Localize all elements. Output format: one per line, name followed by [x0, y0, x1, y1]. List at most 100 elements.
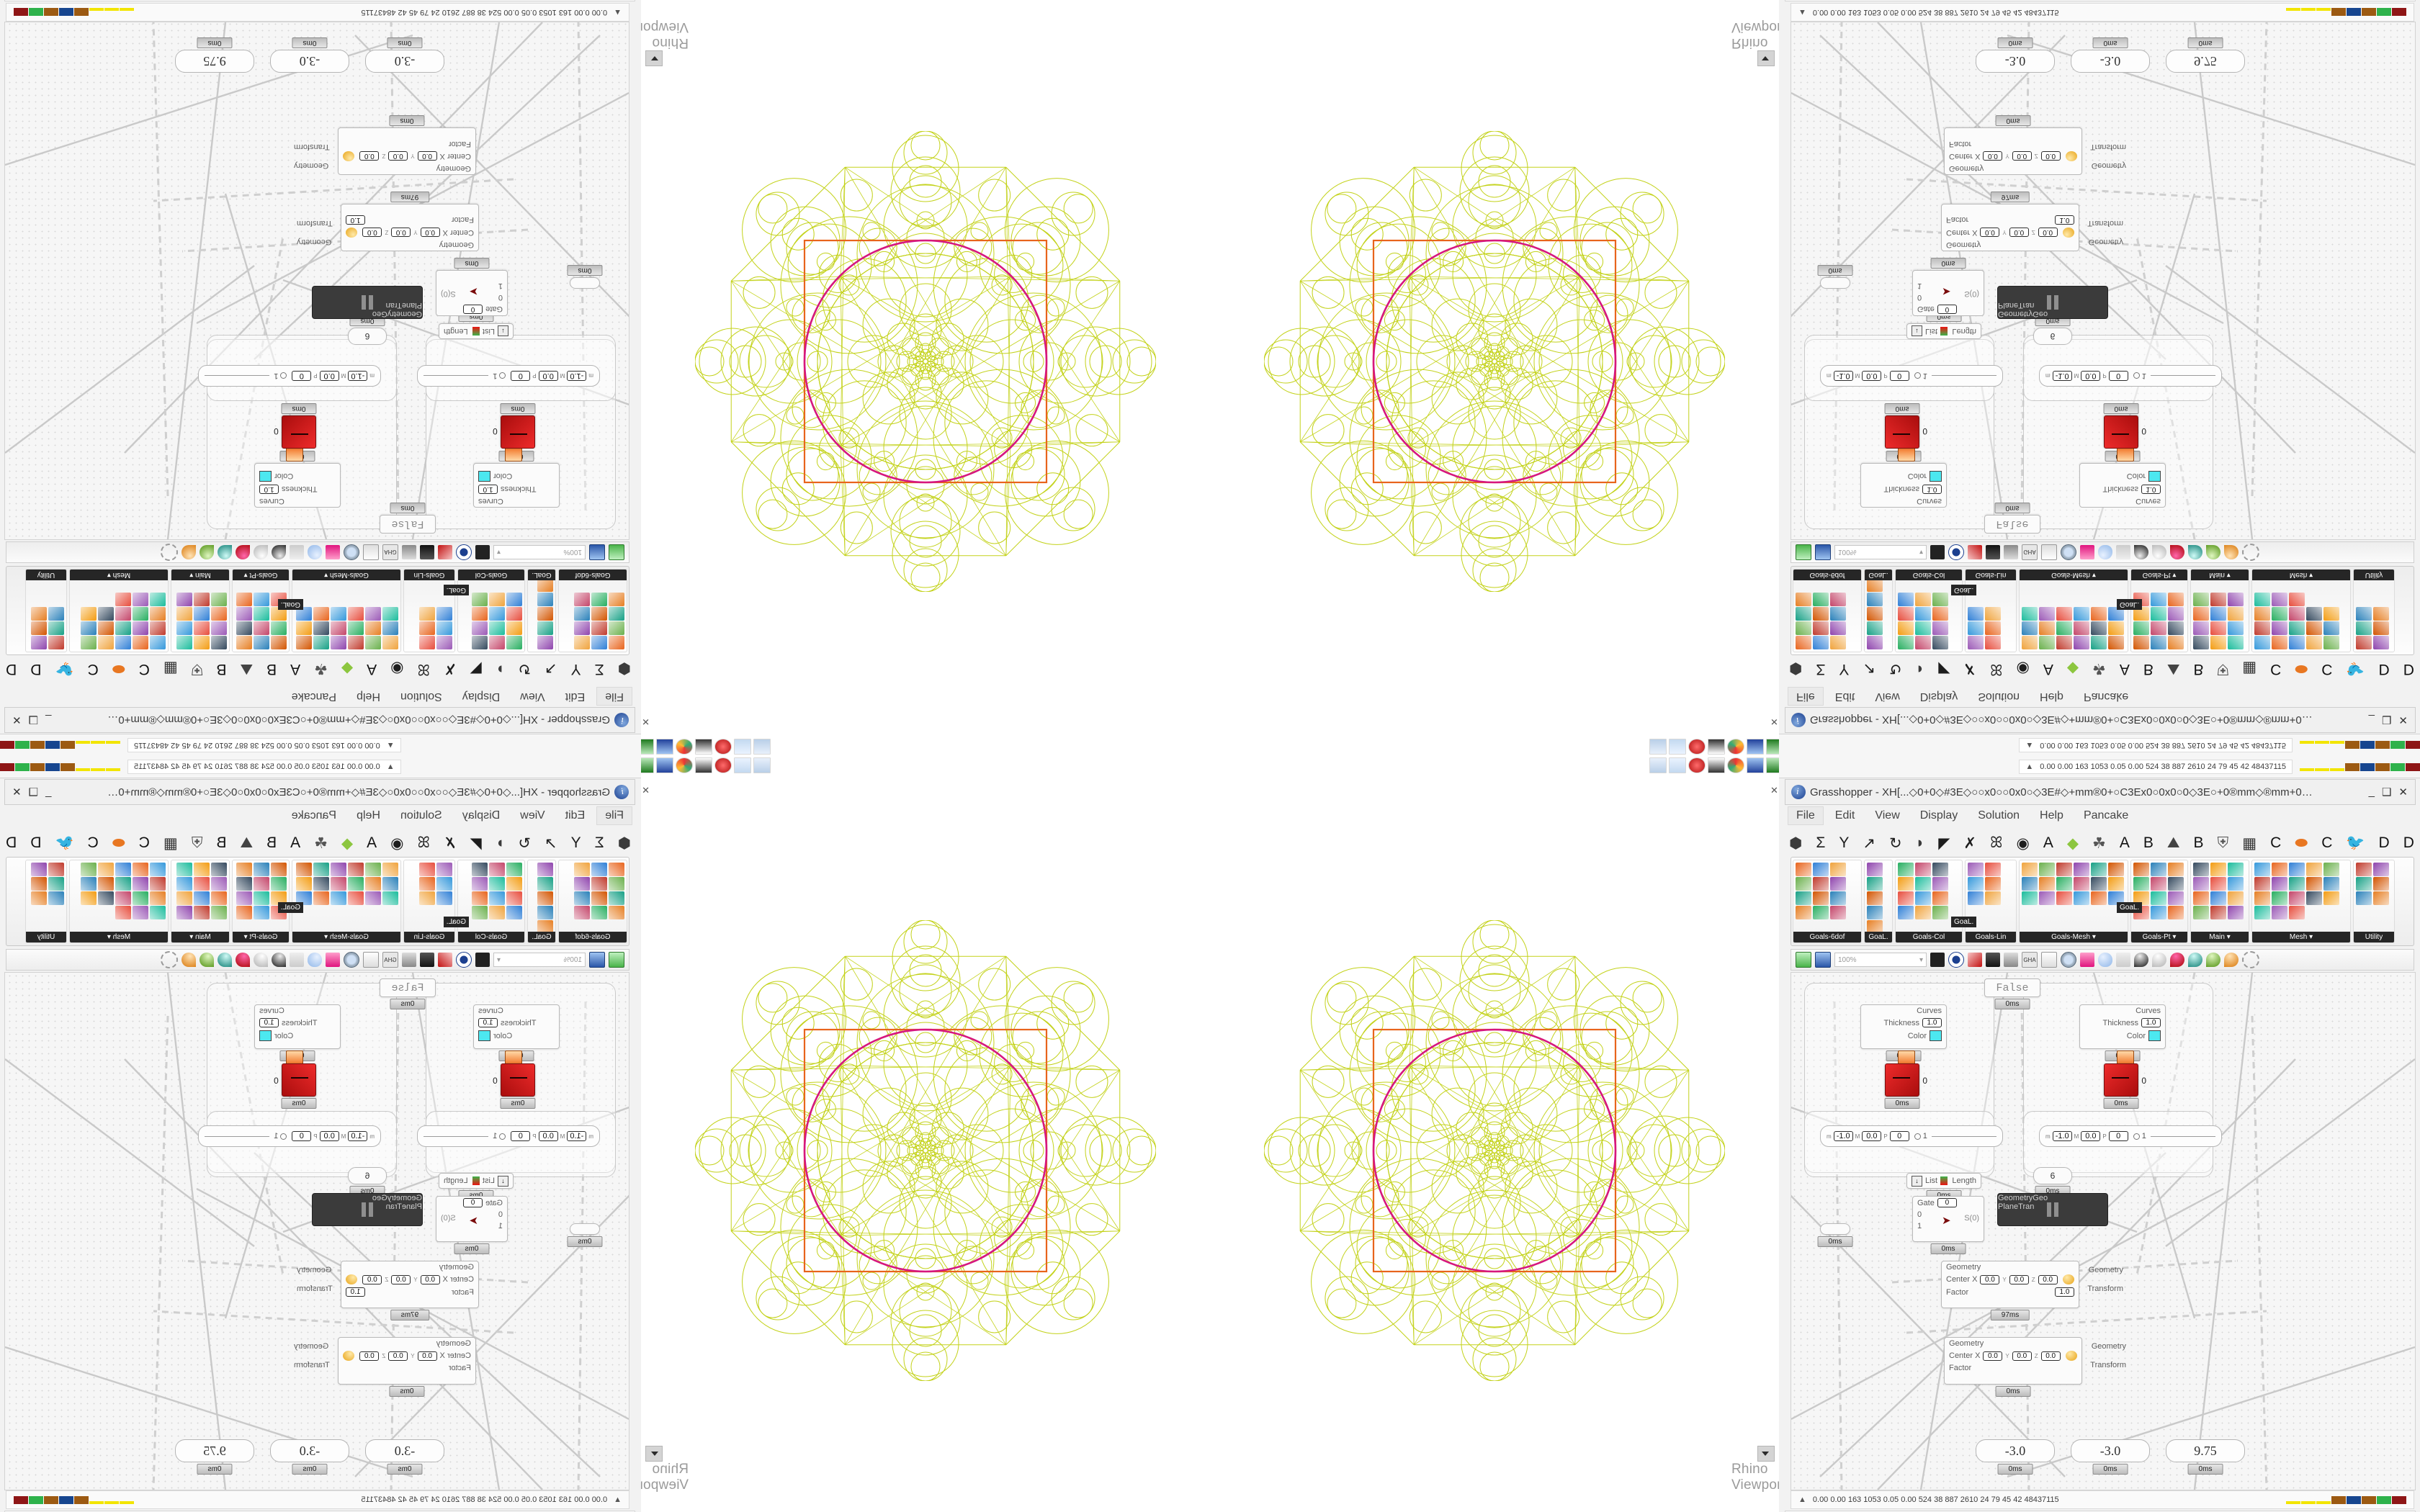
- factor-value[interactable]: 1.0: [346, 215, 365, 225]
- selection-icon[interactable]: [2242, 951, 2259, 968]
- grasshopper-canvas[interactable]: CurvesThickness1.0Color0msFalse0msCurves…: [4, 972, 629, 1490]
- preview-eye-icon[interactable]: [1948, 544, 1964, 560]
- component-icon[interactable]: [1985, 621, 2001, 635]
- component-icon[interactable]: [2289, 607, 2305, 621]
- component-icon[interactable]: [236, 863, 252, 876]
- menu-item-view[interactable]: View: [520, 809, 545, 822]
- component-icon[interactable]: [2193, 621, 2209, 635]
- component-icon[interactable]: [98, 877, 114, 891]
- component-icon[interactable]: [2168, 906, 2184, 919]
- component-icon[interactable]: [2056, 621, 2072, 635]
- component-category-row[interactable]: ⬢ΣY↗↻◗◤✗ꕤ◉A◆☘AB⛰B⛨▦C⬬C🐦DDEE▩: [1789, 657, 2416, 681]
- component-icon[interactable]: [2091, 621, 2107, 635]
- draw-fancy-icon[interactable]: [1968, 953, 1982, 967]
- component-icon[interactable]: [609, 621, 624, 635]
- cluster-icon[interactable]: [402, 953, 416, 967]
- component-icon[interactable]: [1898, 593, 1914, 606]
- component-icon[interactable]: [591, 891, 607, 905]
- menu-item-file[interactable]: File: [596, 806, 632, 825]
- component-icon[interactable]: [348, 636, 364, 649]
- component-icon[interactable]: [1932, 621, 1948, 635]
- menu-item-edit[interactable]: Edit: [1834, 690, 1855, 703]
- wires-icon[interactable]: [290, 545, 304, 559]
- component-icon[interactable]: [1985, 877, 2001, 891]
- preview-orange-icon[interactable]: [2224, 545, 2238, 559]
- component-icon[interactable]: [2091, 607, 2107, 621]
- component-icon[interactable]: [2228, 636, 2244, 649]
- red-face-icon[interactable]: [714, 739, 732, 755]
- component-icon[interactable]: [2356, 621, 2372, 635]
- shield-icon[interactable]: ⛨: [2217, 661, 2229, 678]
- slider-precision-value[interactable]: 0: [292, 371, 312, 381]
- letter-d2-icon[interactable]: D: [2403, 834, 2414, 851]
- save-file-icon[interactable]: [589, 544, 605, 560]
- preview-orange-icon[interactable]: [2224, 953, 2238, 967]
- number-slider-c[interactable]: 9.75 0ms: [2166, 1439, 2245, 1475]
- component-icon[interactable]: [574, 906, 590, 919]
- center-x-value[interactable]: 0.0: [1983, 151, 2003, 161]
- slider-track[interactable]: [424, 1135, 489, 1137]
- maximize-button[interactable]: ❑: [28, 714, 39, 726]
- component-icon[interactable]: [2289, 593, 2305, 606]
- component-icon[interactable]: [115, 863, 131, 876]
- component-icon[interactable]: [2074, 863, 2089, 876]
- canvas-toolbar[interactable]: 100% ▾ GHA: [6, 949, 629, 971]
- chevron-up-icon[interactable]: ▲: [386, 762, 395, 771]
- scale-node-1[interactable]: Geometry Center X 0.0 Y 0.0 Z 0.0 Factor 1.0 Geom…: [1941, 192, 2123, 251]
- component-icon[interactable]: [1985, 863, 2001, 876]
- component-icon[interactable]: [2151, 863, 2166, 876]
- component-icon[interactable]: [2133, 621, 2149, 635]
- color-swatch-icon[interactable]: [1930, 471, 1942, 482]
- notepad-icon[interactable]: [734, 757, 751, 773]
- grid-icon[interactable]: ▦: [163, 834, 178, 852]
- center-z-value[interactable]: 0.0: [362, 228, 382, 238]
- chevron-up-icon[interactable]: ▲: [2025, 741, 2034, 750]
- component-icon[interactable]: [1915, 906, 1931, 919]
- shield-icon[interactable]: ⛨: [191, 834, 203, 851]
- component-icon[interactable]: [506, 877, 522, 891]
- cluster-icon[interactable]: [2004, 545, 2018, 559]
- component-icon[interactable]: [150, 607, 166, 621]
- menu-item-pancake[interactable]: Pancake: [2083, 809, 2129, 822]
- component-icon[interactable]: [150, 621, 166, 635]
- draw-fancy-icon[interactable]: [1968, 545, 1982, 559]
- center-y-value[interactable]: 0.0: [2012, 1351, 2032, 1361]
- menu-item-display[interactable]: Display: [1919, 690, 1958, 703]
- component-icon[interactable]: [2193, 636, 2209, 649]
- skull-icon[interactable]: ☘: [314, 834, 328, 852]
- component-icon[interactable]: [2151, 621, 2166, 635]
- ribbon-panel-goals-pt[interactable]: Goals-Pt ▾: [232, 860, 290, 943]
- slider-min-value[interactable]: -1.0: [567, 1131, 587, 1141]
- component-icon[interactable]: [81, 877, 97, 891]
- mountain-icon[interactable]: [695, 757, 712, 773]
- node-row-value[interactable]: 1.0: [1922, 1018, 1942, 1027]
- ribbon-panel-goals-col[interactable]: Goals-Col: [457, 860, 525, 943]
- scale-node-2[interactable]: Geometry Center X 0.0 Y 0.0 Z 0.0 Factor Geometr…: [1944, 1337, 2126, 1397]
- letter-d-icon[interactable]: D: [30, 661, 42, 678]
- component-icon[interactable]: [419, 621, 435, 635]
- component-icon[interactable]: [31, 877, 47, 891]
- ribbon-panel-main[interactable]: Main ▾: [171, 860, 230, 943]
- letter-b2-icon[interactable]: B: [216, 661, 227, 678]
- component-icon[interactable]: [2022, 863, 2038, 876]
- component-icon[interactable]: [98, 607, 114, 621]
- component-icon[interactable]: [98, 636, 114, 649]
- component-icon[interactable]: [176, 593, 192, 606]
- help-icon[interactable]: [326, 953, 340, 967]
- component-icon[interactable]: [271, 863, 287, 876]
- slider-min-value[interactable]: -1.0: [2052, 1131, 2072, 1141]
- help-icon[interactable]: [326, 545, 340, 559]
- boolean-toggle-false[interactable]: False 0ms: [380, 503, 436, 534]
- zoom-extents-icon[interactable]: [1930, 953, 1945, 967]
- component-icon[interactable]: [2210, 891, 2226, 905]
- letter-d2-icon[interactable]: D: [2403, 661, 2414, 678]
- slider-track[interactable]: [424, 375, 489, 377]
- component-icon[interactable]: [2151, 607, 2166, 621]
- curve-icon[interactable]: ↻: [518, 660, 532, 678]
- component-icon[interactable]: [506, 891, 522, 905]
- component-icon[interactable]: [31, 636, 47, 649]
- menu-item-help[interactable]: Help: [2040, 690, 2063, 703]
- domain-slider-left[interactable]: m -1.0 M 0.0 P 0 1: [1820, 365, 2003, 387]
